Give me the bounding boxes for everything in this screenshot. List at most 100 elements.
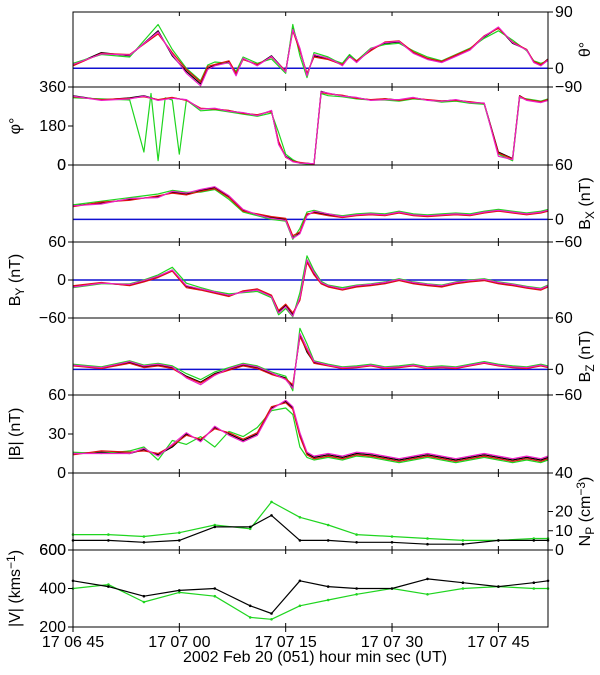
series-line-black bbox=[72, 578, 549, 615]
data-point bbox=[107, 533, 110, 536]
panel-theta: 90 0 θ° bbox=[72, 4, 594, 88]
panel-frame bbox=[72, 11, 549, 88]
y-tick-label-right: 20 bbox=[555, 504, 573, 521]
y-tick-label-right: 60 bbox=[555, 310, 573, 327]
y-axis-label: φ° bbox=[7, 118, 24, 135]
data-point bbox=[355, 533, 358, 536]
x-tick-label: 17 06 45 bbox=[42, 634, 104, 651]
y-axis-label: |V| (kms−1) bbox=[4, 550, 24, 627]
data-point bbox=[213, 525, 217, 529]
data-point bbox=[270, 618, 273, 621]
data-point bbox=[497, 585, 500, 588]
series-line-magenta bbox=[72, 332, 549, 389]
series-line-red bbox=[72, 188, 549, 237]
data-point bbox=[355, 593, 358, 596]
y-tick-label-left: 0 bbox=[57, 465, 66, 482]
y-tick-label-left: 0 bbox=[57, 157, 66, 174]
data-point bbox=[461, 539, 465, 542]
y-tick-label-right: 40 bbox=[555, 465, 573, 482]
series-line-red bbox=[72, 402, 549, 462]
series-line-green bbox=[72, 583, 548, 620]
y-tick-label-right: 10 bbox=[555, 523, 573, 540]
data-point bbox=[532, 539, 536, 542]
y-tick-label-left: 180 bbox=[39, 118, 66, 135]
series-line-red bbox=[72, 261, 549, 314]
y-tick-label-left: 360 bbox=[39, 79, 66, 96]
x-axis-label: 2002 Feb 20 (051) hour min sec (UT) bbox=[183, 649, 447, 666]
data-point bbox=[107, 583, 110, 586]
y-tick-label-left: 400 bbox=[39, 581, 66, 598]
panel-frame bbox=[72, 472, 549, 551]
series-line-magenta bbox=[72, 186, 549, 239]
series-line-magenta bbox=[72, 26, 549, 87]
y-axis-label: |B| (nT) bbox=[7, 408, 24, 461]
data-point bbox=[326, 585, 330, 588]
data-point bbox=[461, 542, 465, 546]
series-line-green bbox=[73, 501, 548, 542]
data-point bbox=[532, 587, 536, 590]
data-point bbox=[326, 598, 330, 602]
data-point bbox=[390, 535, 394, 538]
data-point bbox=[213, 587, 217, 590]
y-tick-label-left: 60 bbox=[48, 387, 66, 404]
y-axis-label: BZ (nT) bbox=[577, 331, 597, 383]
series-line-black bbox=[72, 334, 549, 387]
x-tick-label: 17 07 45 bbox=[467, 634, 529, 651]
data-point bbox=[326, 523, 330, 527]
series-line-green bbox=[72, 327, 549, 392]
data-point bbox=[461, 581, 465, 584]
y-tick-label-right: 0 bbox=[555, 60, 564, 77]
y-tick-label-right: 0 bbox=[555, 542, 564, 559]
series-line-magenta bbox=[73, 399, 549, 460]
panel-bmag: 60 30 0 −60 |B| (nT) bbox=[7, 387, 582, 482]
data-point bbox=[326, 539, 330, 542]
x-tick-label: 17 07 30 bbox=[361, 634, 423, 651]
x-tick-label: 17 07 15 bbox=[255, 634, 317, 651]
data-point bbox=[213, 523, 217, 527]
data-point bbox=[298, 579, 302, 583]
y-tick-label-left: −60 bbox=[39, 310, 66, 327]
data-point bbox=[248, 604, 252, 608]
data-point bbox=[142, 535, 146, 538]
y-axis-label: NP (cm−3) bbox=[574, 477, 596, 547]
panel-bx: 0 60 0 BX (nT) bbox=[57, 157, 597, 243]
x-tick-label: 17 07 00 bbox=[148, 634, 210, 651]
data-point bbox=[390, 587, 394, 590]
panel-vel: 600 400 200 |V| (kms−1) bbox=[4, 542, 550, 636]
data-point bbox=[178, 539, 181, 542]
data-point bbox=[461, 587, 465, 590]
y-tick-label-left: 0 bbox=[57, 157, 66, 174]
y-axis-label: BX (nT) bbox=[577, 177, 597, 229]
series-line-red bbox=[72, 27, 549, 83]
y-tick-label-right: 0 bbox=[555, 361, 564, 378]
panel-by: 60 0 −60 −60 BY (nT) bbox=[7, 234, 582, 327]
panel-frame bbox=[72, 164, 549, 243]
data-point bbox=[426, 593, 429, 596]
data-point bbox=[142, 541, 146, 544]
x-axis: 17 06 45 17 07 00 17 07 15 17 07 30 17 07 45 bbox=[42, 627, 530, 651]
data-point bbox=[248, 616, 252, 619]
series-line-black bbox=[73, 514, 548, 545]
data-point bbox=[426, 537, 429, 540]
data-point bbox=[532, 537, 536, 540]
data-point bbox=[142, 594, 146, 598]
series-line-magenta bbox=[72, 91, 549, 165]
y-tick-label-left: 600 bbox=[39, 542, 66, 559]
series-line-green bbox=[72, 407, 549, 464]
y-tick-label-left: 600 bbox=[39, 542, 66, 559]
data-point bbox=[355, 587, 358, 590]
data-point bbox=[178, 591, 181, 594]
data-point bbox=[107, 539, 110, 542]
panel-np: 600 40 20 10 0 NP (cm−3) bbox=[39, 465, 596, 559]
y-tick-label-right: 60 bbox=[555, 157, 573, 174]
data-point bbox=[390, 541, 394, 544]
y-tick-label-left: 0 bbox=[57, 272, 66, 289]
series-line-magenta bbox=[72, 259, 549, 317]
panel-frame bbox=[72, 394, 549, 474]
data-point bbox=[426, 577, 429, 581]
y-tick-label-left: 200 bbox=[39, 619, 66, 636]
panel-frame bbox=[72, 86, 549, 166]
series-line-red bbox=[72, 336, 549, 386]
data-point bbox=[298, 516, 302, 519]
